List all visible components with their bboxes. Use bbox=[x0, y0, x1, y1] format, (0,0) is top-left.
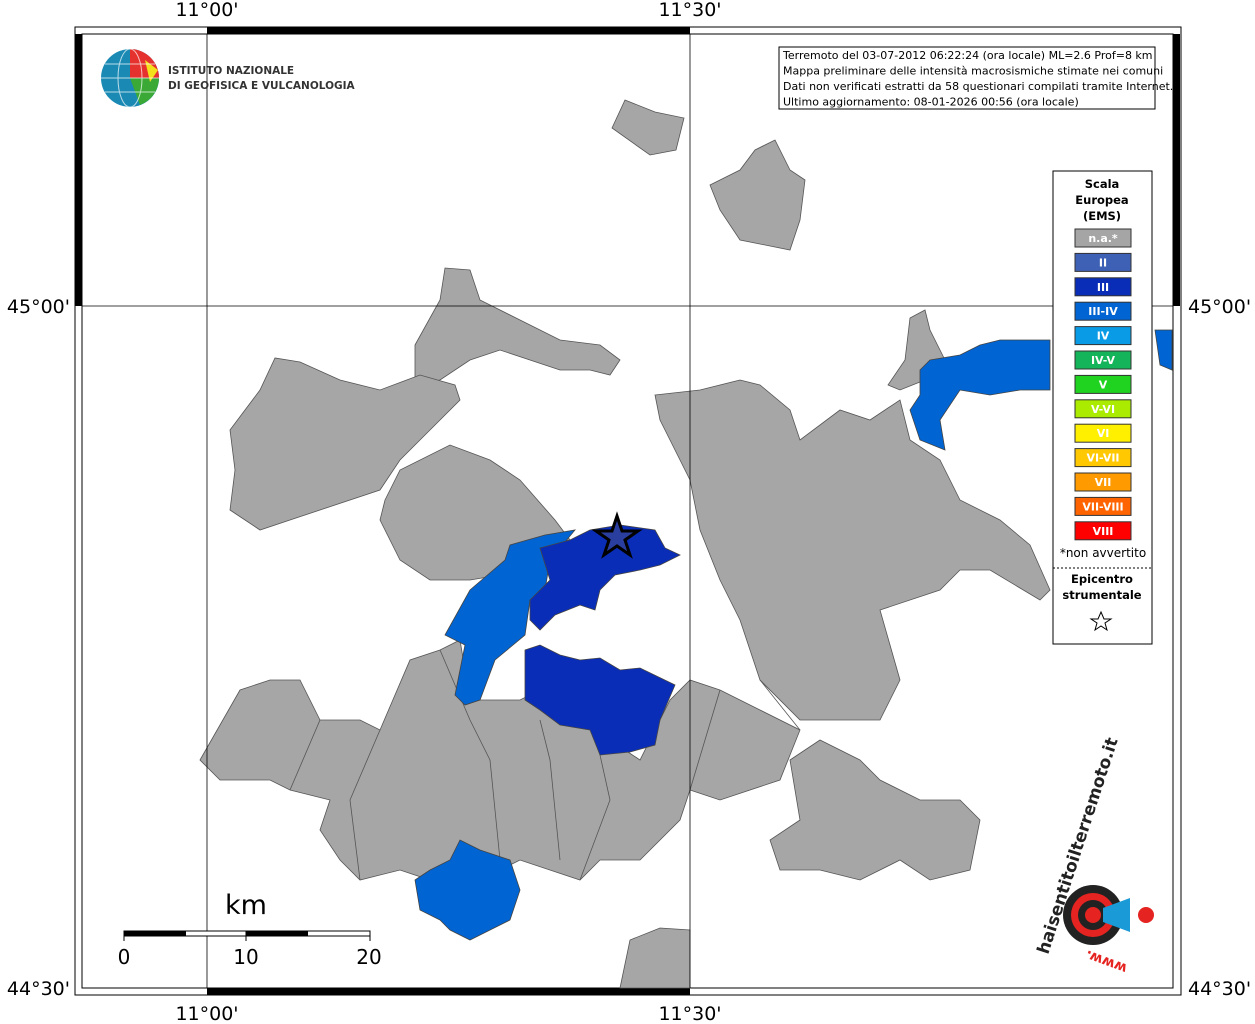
lat-label: 44°30' bbox=[7, 978, 70, 1000]
legend-swatch bbox=[1074, 496, 1132, 516]
legend-label: VII-VIII bbox=[1082, 500, 1123, 513]
legend-title: (EMS) bbox=[1083, 209, 1121, 223]
epicenter-star bbox=[591, 511, 643, 559]
scale-label: 10 bbox=[233, 945, 258, 969]
ingv-logo: ISTITUTO NAZIONALE DI GEOFISICA E VULCAN… bbox=[101, 48, 356, 108]
frame-bars bbox=[75, 27, 1180, 995]
legend-label: III-IV bbox=[1088, 305, 1118, 318]
lon-label: 11°30' bbox=[658, 1003, 721, 1024]
info-box bbox=[778, 46, 1156, 110]
lat-label: 45°00' bbox=[1188, 296, 1251, 318]
legend-swatch bbox=[1074, 521, 1132, 541]
legend-label: III bbox=[1097, 281, 1109, 294]
legend-swatch bbox=[1074, 252, 1132, 272]
scale-bar bbox=[123, 930, 371, 941]
scale-label: 0 bbox=[118, 945, 131, 969]
lon-label: 11°30' bbox=[658, 0, 721, 21]
legend-label: VI-VII bbox=[1086, 452, 1119, 465]
legend-label: IV bbox=[1097, 330, 1110, 343]
lon-label: 11°00' bbox=[175, 1003, 238, 1024]
legend-title: Europea bbox=[1075, 193, 1128, 207]
lat-label: 45°00' bbox=[7, 296, 70, 318]
legend-swatch bbox=[1074, 277, 1132, 297]
comuni-felt bbox=[414, 329, 1173, 941]
legend-footnote: *non avvertito bbox=[1060, 546, 1146, 560]
legend-swatch bbox=[1074, 423, 1132, 443]
legend-swatch bbox=[1074, 350, 1132, 370]
legend-swatch bbox=[1074, 374, 1132, 394]
legend-star bbox=[1089, 610, 1113, 632]
graticule bbox=[82, 34, 1173, 988]
info-line: Mappa preliminare delle intensità macros… bbox=[783, 65, 1163, 78]
logo-text: ISTITUTO NAZIONALE bbox=[168, 65, 294, 77]
legend-swatch bbox=[1074, 399, 1132, 419]
legend-label: VII bbox=[1095, 476, 1112, 489]
lon-label: 11°00' bbox=[175, 0, 238, 21]
info-line: Ultimo aggiornamento: 08-01-2026 00:56 (… bbox=[783, 96, 1079, 109]
legend-swatch bbox=[1074, 326, 1132, 346]
legend-label: VI bbox=[1097, 427, 1110, 440]
legend-label: VIII bbox=[1093, 525, 1114, 538]
info-line: Terremoto del 03-07-2012 06:22:24 (ora l… bbox=[782, 49, 1153, 62]
legend-swatch bbox=[1074, 301, 1132, 321]
legend-label: n.a.* bbox=[1088, 232, 1118, 245]
comuni-borders bbox=[289, 649, 801, 881]
legend-title: Scala bbox=[1085, 177, 1120, 191]
info-line: Dati non verificati estratti da 58 quest… bbox=[783, 80, 1173, 93]
info-lines: Terremoto del 03-07-2012 06:22:24 (ora l… bbox=[782, 49, 1173, 109]
scale-unit: km bbox=[225, 890, 267, 921]
lat-label: 44°30' bbox=[1188, 978, 1251, 1000]
legend-epicenter: Epicentro bbox=[1071, 572, 1133, 586]
legend: ScalaEuropea(EMS)n.a.*IIIIIIII-IVIVIV-VV… bbox=[1074, 177, 1132, 541]
logo-text: DI GEOFISICA E VULCANOLOGIA bbox=[168, 80, 356, 92]
legend-label: IV-V bbox=[1091, 354, 1116, 367]
legend-label: V bbox=[1099, 378, 1108, 391]
legend-swatch bbox=[1074, 448, 1132, 468]
legend-label: II bbox=[1099, 256, 1107, 269]
legend-epicenter: strumentale bbox=[1062, 588, 1141, 602]
legend-swatch bbox=[1074, 228, 1132, 248]
legend-label: V-VI bbox=[1091, 403, 1115, 416]
legend-swatch bbox=[1074, 472, 1132, 492]
scale-label: 20 bbox=[356, 945, 381, 969]
